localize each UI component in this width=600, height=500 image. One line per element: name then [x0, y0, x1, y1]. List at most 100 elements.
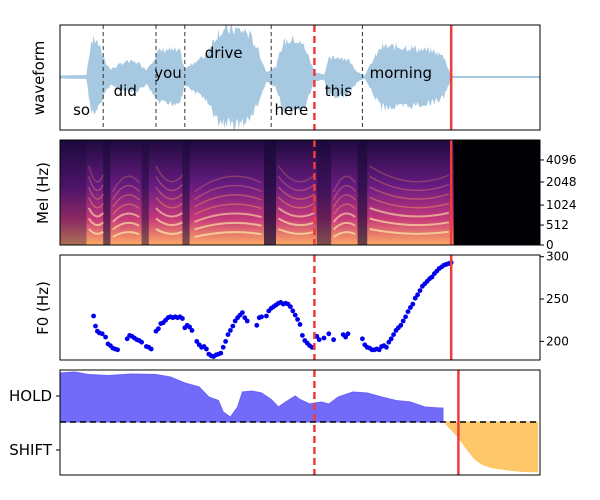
- mel-gap-6: [357, 140, 368, 245]
- mel-harmonic-2-2: [155, 207, 183, 218]
- mel-gap-2: [141, 140, 149, 245]
- word-label-did: did: [114, 82, 137, 100]
- f0-point: [93, 323, 98, 329]
- f0-point: [244, 318, 250, 324]
- mel-harmonic-1-5: [112, 184, 140, 200]
- mel-harmonic-0-1: [87, 217, 104, 227]
- f0-point: [180, 316, 185, 321]
- mel-harmonic-3-4: [194, 194, 262, 208]
- word-label-here: here: [274, 101, 308, 119]
- mel-harmonic-2-5: [155, 176, 183, 192]
- f0-point: [343, 334, 348, 340]
- mel-harmonic-5-1: [332, 221, 356, 231]
- f0-point: [316, 337, 322, 343]
- mel-silence: [453, 140, 540, 245]
- mel-harmonic-1-6: [112, 175, 140, 193]
- mel-tick-label-512: 512: [546, 218, 569, 232]
- f0-point: [326, 331, 332, 337]
- f0-point: [218, 350, 224, 356]
- hold-area: [60, 371, 444, 423]
- f0-point: [408, 305, 413, 310]
- f0-panel: 200 250 300 F0 (Hz): [34, 250, 569, 361]
- mel-harmonic-3-2: [194, 212, 262, 223]
- f0-point: [189, 328, 195, 333]
- turn-taking-panel: HOLD SHIFT: [9, 369, 541, 476]
- mel-harmonic-0-0: [88, 228, 104, 235]
- f0-point: [139, 339, 145, 345]
- mel-tick-label-0: 0: [546, 238, 554, 252]
- f0-point: [223, 339, 229, 344]
- mel-harmonic-6-5: [369, 175, 450, 192]
- mel-tick-label-2048: 2048: [546, 175, 577, 189]
- f0-point: [103, 334, 108, 340]
- f0-point: [194, 339, 200, 344]
- f0-point: [156, 326, 161, 332]
- turn-tick-label-hold: HOLD: [9, 387, 52, 405]
- f0-plot-area: [60, 255, 540, 360]
- mel-harmonic-6-0: [369, 228, 449, 235]
- f0-point: [292, 312, 298, 318]
- f0-point: [290, 308, 296, 314]
- turn-tick-label-shift: SHIFT: [9, 441, 53, 459]
- mel-harmonic-0-4: [88, 186, 104, 200]
- word-label-this: this: [325, 82, 353, 100]
- f0-point: [254, 322, 260, 328]
- waveform-frame: [59, 24, 541, 131]
- mel-harmonic-2-1: [155, 217, 183, 227]
- mel-harmonic-5-5: [332, 184, 356, 200]
- mel-harmonic-4-1: [277, 217, 315, 227]
- mel-harmonic-0-5: [88, 176, 104, 192]
- f0-point: [228, 328, 233, 333]
- f0-point: [220, 344, 226, 350]
- mel-harmonic-2-6: [155, 165, 183, 183]
- mel-harmonic-1-3: [112, 203, 140, 215]
- mel-gap-3: [182, 140, 190, 245]
- word-label-you: you: [154, 64, 182, 82]
- mel-harmonic-5-3: [333, 203, 356, 215]
- mel-harmonic-3-5: [194, 184, 262, 201]
- mel-harmonic-0-3: [88, 197, 104, 209]
- mel-gap-1: [103, 140, 111, 245]
- f0-point: [232, 318, 238, 324]
- f0-point: [398, 322, 404, 328]
- f0-point: [321, 335, 327, 341]
- mel-harmonic-6-2: [369, 207, 450, 218]
- mel-frame: [59, 139, 541, 246]
- f0-point: [264, 313, 269, 319]
- f0-point: [384, 344, 389, 350]
- mel-harmonic-5-4: [332, 194, 356, 208]
- mel-harmonic-6-3: [369, 196, 449, 209]
- mel-harmonic-2-4: [155, 186, 183, 200]
- f0-frame: [59, 254, 541, 361]
- f0-point: [295, 317, 300, 322]
- mel-tick-label-4096: 4096: [546, 153, 577, 167]
- f0-point: [345, 331, 351, 337]
- mel-harmonic-4-6: [277, 165, 315, 183]
- mel-harmonic-5-0: [333, 231, 356, 238]
- word-label-drive: drive: [205, 44, 243, 62]
- f0-tick-label-300: 300: [546, 250, 569, 264]
- f0-point: [300, 333, 305, 338]
- mel-spectrogram-panel: 0 512 1024 2048 4096 Mel (Hz): [34, 139, 577, 252]
- mel-harmonic-5-2: [332, 212, 356, 223]
- mel-harmonic-2-3: [155, 197, 183, 209]
- mel-harmonic-1-4: [112, 194, 140, 208]
- f0-point: [410, 301, 416, 307]
- mel-harmonic-0-6: [88, 165, 104, 183]
- mel-harmonic-1-2: [112, 212, 140, 223]
- word-label-so: so: [73, 101, 90, 119]
- f0-point: [360, 336, 365, 342]
- f0-point: [91, 313, 96, 319]
- mel-harmonic-1-0: [112, 231, 140, 238]
- f0-point: [417, 288, 423, 293]
- f0-point: [99, 331, 105, 337]
- mel-gap-4: [264, 140, 276, 245]
- f0-point: [148, 346, 154, 352]
- mel-harmonic-1-1: [112, 221, 140, 231]
- waveform-ylabel: waveform: [30, 41, 48, 116]
- f0-point: [204, 346, 209, 352]
- f0-ylabel: F0 (Hz): [34, 281, 52, 335]
- f0-point: [259, 314, 264, 320]
